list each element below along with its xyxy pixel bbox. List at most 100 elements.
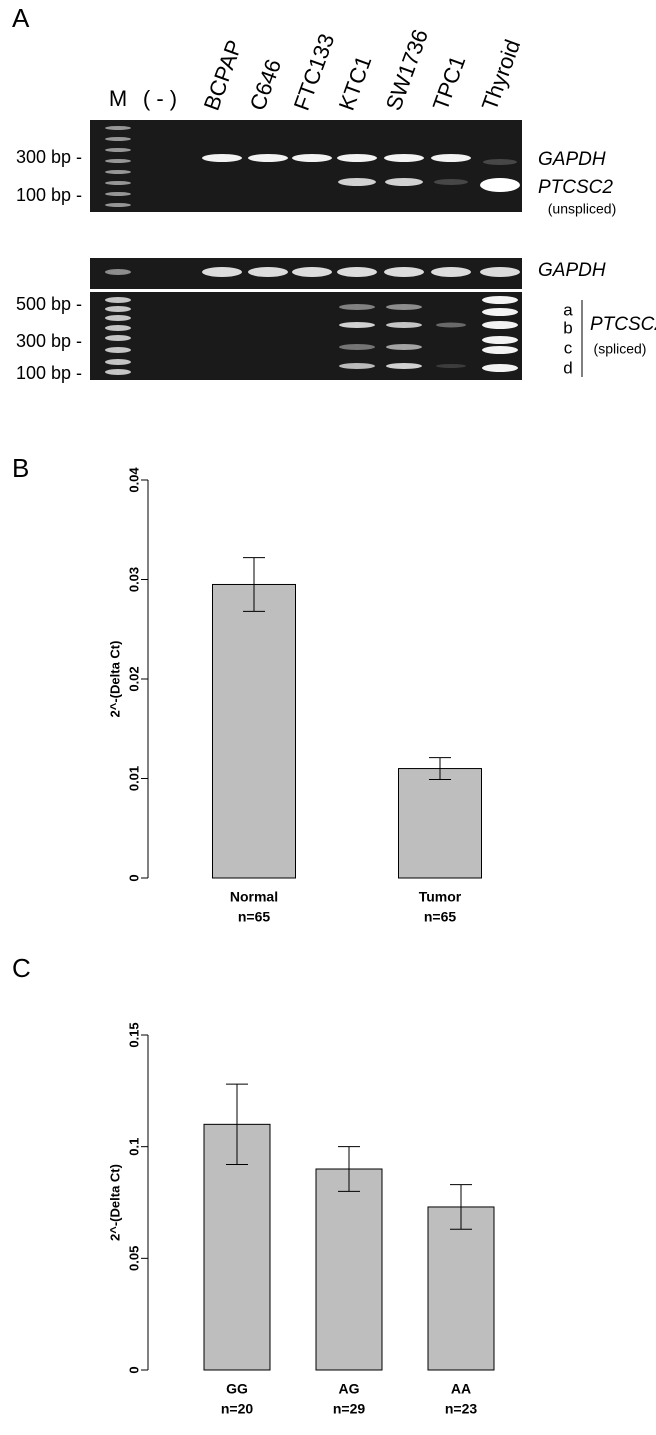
marker-label: 100 bp - xyxy=(16,363,82,383)
y-tick-label: 0.02 xyxy=(126,666,141,691)
marker-label: 300 bp - xyxy=(16,147,82,167)
y-tick-label: 0.01 xyxy=(126,766,141,791)
gel-band xyxy=(385,178,423,186)
error-bar xyxy=(243,557,265,612)
gel-band xyxy=(105,369,131,375)
panel-label: C xyxy=(12,953,31,983)
x-count-label: n=29 xyxy=(333,1401,366,1417)
gel-band xyxy=(386,344,422,350)
gel-band xyxy=(339,344,375,350)
gel-band xyxy=(105,170,131,174)
gel-band xyxy=(482,364,518,372)
lane-label: FTC133 xyxy=(289,30,340,113)
error-bar xyxy=(226,1083,248,1166)
x-tick-label: AG xyxy=(339,1381,360,1397)
gel-band xyxy=(337,154,377,162)
lane-label: ( - ) xyxy=(143,86,177,111)
isoform-label: b xyxy=(563,318,572,337)
marker-label: 500 bp - xyxy=(16,294,82,314)
y-tick-label: 0.04 xyxy=(126,467,141,493)
gel-band xyxy=(105,148,131,152)
gel-band xyxy=(105,203,131,207)
x-count-label: n=65 xyxy=(424,909,457,925)
gel-band xyxy=(105,192,131,196)
gel-band xyxy=(105,347,131,353)
gel-band xyxy=(105,181,131,185)
panel-label: B xyxy=(12,453,29,483)
bar xyxy=(315,1168,383,1371)
y-tick-label: 0.15 xyxy=(126,1022,141,1047)
gel-band xyxy=(483,159,517,165)
gel-band xyxy=(482,308,518,316)
gel-band xyxy=(339,322,375,328)
gel-band xyxy=(482,296,518,304)
y-axis-label: 2^-(Delta Ct) xyxy=(107,641,122,718)
gel-band xyxy=(105,126,131,130)
x-tick-label: AA xyxy=(451,1381,471,1397)
gel-band xyxy=(292,267,332,277)
gel-band xyxy=(384,154,424,162)
gel-band xyxy=(482,336,518,344)
x-count-label: n=20 xyxy=(221,1401,254,1417)
gel xyxy=(90,120,522,212)
x-tick-label: Tumor xyxy=(419,889,462,905)
y-tick-label: 0 xyxy=(126,874,141,881)
gene-label: GAPDH xyxy=(538,149,606,170)
lane-label: SW1736 xyxy=(381,26,433,114)
gel-band xyxy=(339,304,375,310)
gel-band xyxy=(482,346,518,354)
gel-band xyxy=(248,154,288,162)
gel-band xyxy=(384,267,424,277)
gel-band xyxy=(339,363,375,369)
gel-band xyxy=(480,267,520,277)
error-bar xyxy=(429,757,451,780)
gel-band xyxy=(434,179,468,185)
gel-band xyxy=(480,178,520,192)
gel-band xyxy=(386,304,422,310)
gel-band xyxy=(436,364,466,368)
gel-band xyxy=(248,267,288,277)
gel-band xyxy=(482,321,518,329)
x-count-label: n=23 xyxy=(445,1401,478,1417)
gel-band xyxy=(105,335,131,341)
y-tick-label: 0 xyxy=(126,1366,141,1373)
gel-band xyxy=(105,315,131,321)
panel-label: A xyxy=(12,3,30,33)
gel-band xyxy=(431,267,471,277)
gene-label: PTCSC2 xyxy=(590,314,656,335)
marker-label: 100 bp - xyxy=(16,185,82,205)
bar xyxy=(203,1123,271,1371)
gel-band xyxy=(105,306,131,312)
gel-band xyxy=(105,297,131,303)
bar xyxy=(398,768,482,879)
gel-band xyxy=(337,267,377,277)
error-bar xyxy=(338,1146,360,1192)
gene-label: GAPDH xyxy=(538,260,606,281)
bar xyxy=(212,583,296,879)
gel-band xyxy=(202,154,242,162)
lane-label: Thyroid xyxy=(477,36,526,113)
y-tick-label: 0.1 xyxy=(126,1138,141,1156)
isoform-label: a xyxy=(563,300,573,319)
gel-band xyxy=(338,178,376,186)
bar xyxy=(427,1206,495,1371)
y-tick-label: 0.03 xyxy=(126,567,141,592)
lane-label: BCPAP xyxy=(199,37,247,114)
gel-band xyxy=(105,159,131,163)
gel-band xyxy=(202,267,242,277)
marker-label: 300 bp - xyxy=(16,331,82,351)
y-tick-label: 0.05 xyxy=(126,1246,141,1271)
gene-label: PTCSC2 xyxy=(538,177,613,198)
y-axis-label: 2^-(Delta Ct) xyxy=(107,1164,122,1241)
x-tick-label: GG xyxy=(226,1381,248,1397)
x-count-label: n=65 xyxy=(238,909,271,925)
lane-label: M xyxy=(109,86,127,111)
gel xyxy=(90,292,522,380)
gel-band xyxy=(105,325,131,331)
gel-band xyxy=(105,359,131,365)
gel-band xyxy=(386,322,422,328)
gel-band xyxy=(436,322,466,328)
isoform-label: c xyxy=(564,338,573,357)
lane-label: TPC1 xyxy=(428,52,471,113)
gel-band xyxy=(386,363,422,369)
